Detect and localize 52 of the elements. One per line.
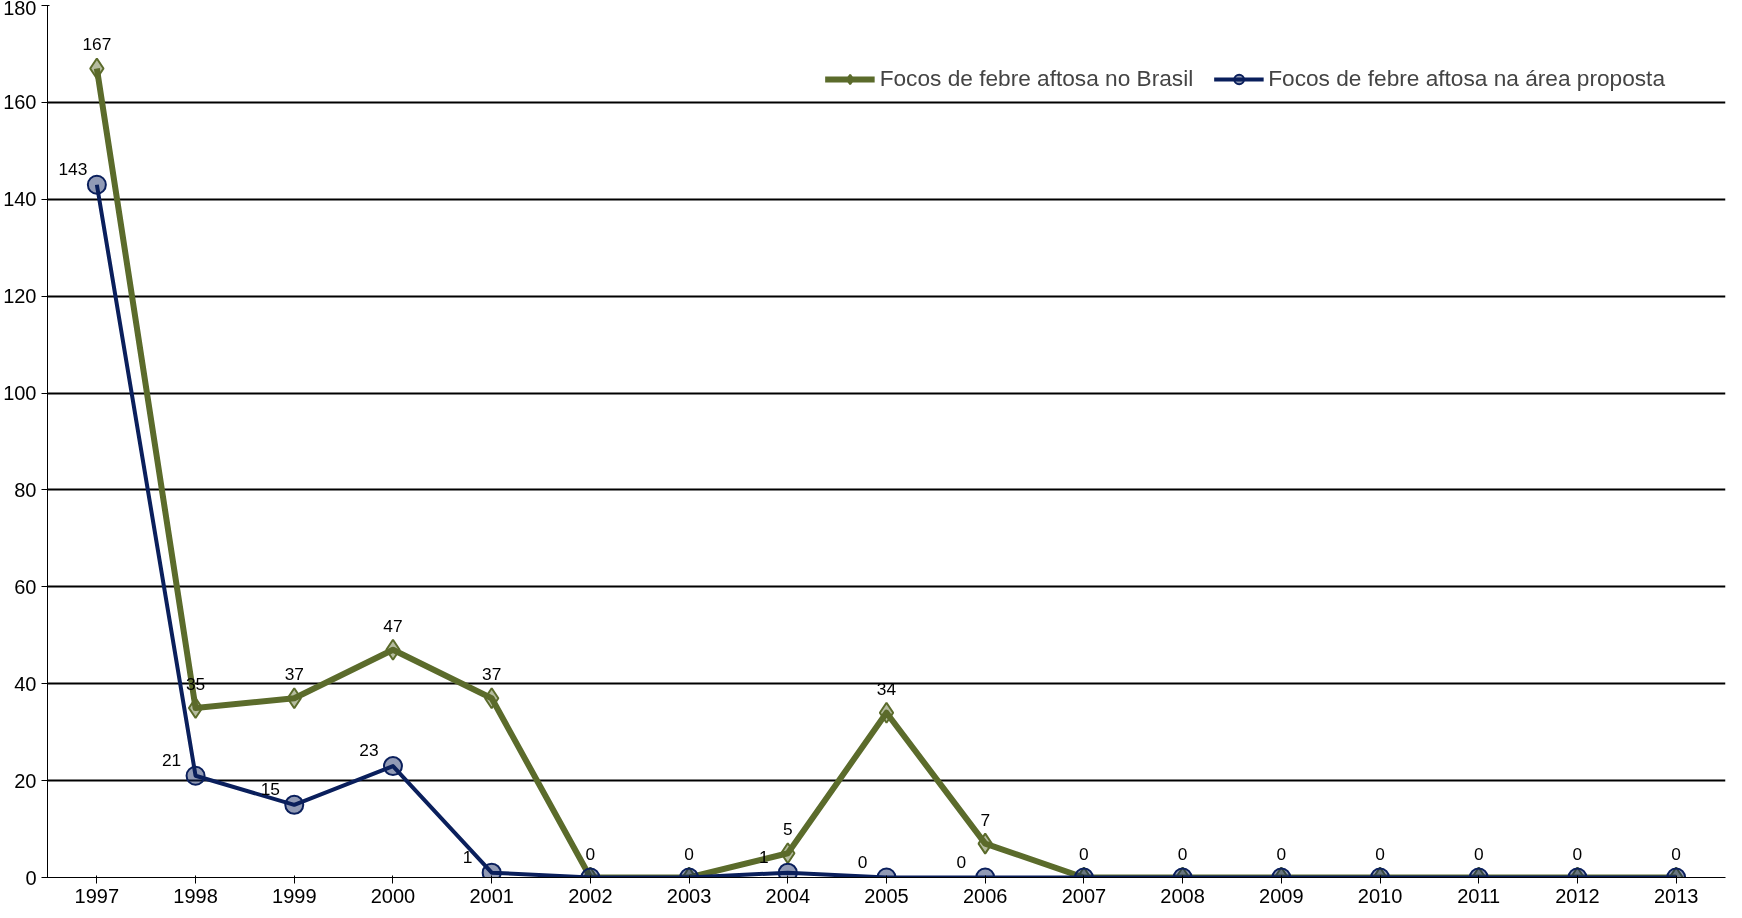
- y-tick-label: 40: [14, 672, 37, 695]
- data-label: 0: [1276, 843, 1287, 864]
- data-label: 0: [956, 851, 967, 872]
- x-tick-label: 2005: [864, 884, 909, 907]
- x-tick-label: 2001: [469, 884, 514, 907]
- x-tick-label: 2009: [1259, 884, 1304, 907]
- data-label: 0: [1375, 843, 1385, 864]
- x-tick-label: 2000: [370, 884, 416, 907]
- data-label: 0: [1473, 843, 1484, 864]
- y-tick-label: 80: [14, 478, 37, 501]
- x-tick-label: 2012: [1555, 884, 1600, 907]
- data-label: 21: [161, 749, 182, 770]
- data-label: 0: [1671, 843, 1681, 864]
- y-tick-label: 160: [3, 91, 37, 114]
- data-label: 0: [1177, 843, 1188, 864]
- legend-label: Focos de febre aftosa no Brasil: [879, 65, 1194, 92]
- x-tick-label: 2003: [666, 884, 712, 907]
- data-label: 167: [82, 34, 112, 55]
- y-tick-label: 20: [14, 769, 37, 792]
- data-label: 37: [284, 664, 304, 685]
- data-label: 0: [585, 843, 596, 864]
- data-label: 15: [260, 778, 280, 799]
- y-tick-label: 180: [3, 0, 37, 19]
- x-tick-label: 2010: [1357, 884, 1403, 907]
- data-label: 7: [980, 809, 991, 830]
- x-tick-label: 1998: [173, 884, 218, 907]
- x-tick-label: 2013: [1653, 884, 1699, 907]
- data-label: 0: [1572, 843, 1583, 864]
- y-tick-label: 120: [3, 285, 37, 308]
- x-tick-label: 2006: [962, 884, 1008, 907]
- x-tick-label: 2011: [1457, 884, 1501, 907]
- x-tick-label: 1999: [272, 884, 317, 907]
- x-tick-label: 2002: [568, 884, 613, 907]
- data-label: 37: [482, 664, 502, 685]
- y-tick-label: 140: [3, 188, 37, 211]
- data-label: 0: [1079, 843, 1089, 864]
- y-tick-label: 0: [25, 866, 37, 889]
- data-label: 1: [462, 846, 473, 867]
- x-tick-label: 2007: [1061, 884, 1107, 907]
- y-tick-label: 60: [14, 575, 37, 598]
- point: [86, 174, 107, 195]
- data-label: 5: [782, 819, 793, 840]
- data-label: 0: [684, 843, 694, 864]
- x-tick-label: 2004: [765, 884, 811, 907]
- legend-label: Focos de febre aftosa na área proposta: [1268, 65, 1665, 92]
- x-tick-label: 2008: [1160, 884, 1205, 907]
- data-label: 47: [383, 615, 403, 636]
- y-tick-label: 100: [3, 382, 37, 405]
- x-tick-label: 1997: [74, 884, 120, 907]
- data-label: 0: [857, 851, 868, 872]
- data-label: 143: [58, 158, 88, 179]
- data-label: 23: [359, 740, 379, 761]
